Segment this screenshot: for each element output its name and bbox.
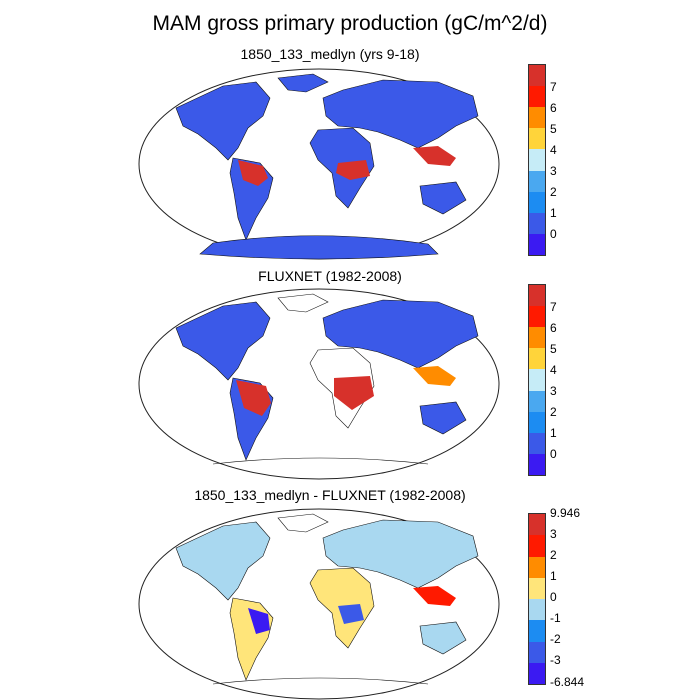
world-map-model — [138, 68, 500, 260]
colorbar-segment — [529, 212, 545, 234]
colorbar-segment — [529, 233, 545, 255]
colorbar-label: 7 — [550, 80, 557, 94]
colorbar-label: 0 — [550, 227, 557, 241]
colorbar-segment — [529, 348, 545, 370]
colorbar-segment — [529, 556, 545, 578]
landmass-group — [175, 73, 479, 260]
colorbar-label: -1 — [550, 611, 561, 625]
colorbar-segment — [529, 535, 545, 557]
colorbar-label: 9.946 — [550, 506, 581, 520]
colorbar-label: 3 — [550, 527, 557, 541]
colorbar-segment — [529, 285, 545, 307]
colorbar-segment — [529, 514, 545, 536]
colorbar-segment — [529, 390, 545, 412]
colorbar-label: -2 — [550, 632, 561, 646]
colorbar-label: 1 — [550, 569, 557, 583]
colorbar-label: 0 — [550, 447, 557, 461]
world-map-fluxnet — [138, 288, 500, 480]
colorbar-label: -3 — [550, 653, 561, 667]
colorbar-segment — [529, 65, 545, 87]
colorbar-label: 7 — [550, 300, 557, 314]
figure-title: MAM gross primary production (gC/m^2/d) — [152, 12, 548, 35]
colorbar-segment — [529, 369, 545, 391]
colorbar-segment — [529, 191, 545, 213]
colorbar-label: 3 — [550, 384, 557, 398]
colorbar-segment — [529, 86, 545, 108]
panel-title-difference: 1850_133_medlyn - FLUXNET (1982-2008) — [194, 487, 466, 503]
panel-title-fluxnet: FLUXNET (1982-2008) — [258, 268, 402, 284]
colorbar-label: 1 — [550, 206, 557, 220]
colorbar-fluxnet — [528, 284, 546, 476]
colorbar-segment — [529, 620, 545, 642]
panel-title-model: 1850_133_medlyn (yrs 9-18) — [240, 46, 420, 62]
colorbar-segment — [529, 641, 545, 663]
colorbar-model — [528, 64, 546, 256]
colorbar-segment — [529, 662, 545, 684]
colorbar-label: 2 — [550, 405, 557, 419]
landmass-group — [175, 513, 479, 685]
colorbar-segment — [529, 306, 545, 328]
colorbar-label: 5 — [550, 342, 557, 356]
colorbar-segment — [529, 128, 545, 150]
colorbar-label: -6.844 — [550, 675, 585, 689]
colorbar-segment — [529, 170, 545, 192]
colorbar-segment — [529, 453, 545, 475]
world-map-difference — [138, 508, 500, 700]
colorbar-difference — [528, 513, 546, 685]
colorbar-segment — [529, 411, 545, 433]
colorbar-label: 2 — [550, 185, 557, 199]
colorbar-segment — [529, 107, 545, 129]
landmass-group — [175, 293, 479, 465]
colorbar-label: 6 — [550, 321, 557, 335]
colorbar-segment — [529, 599, 545, 621]
colorbar-label: 6 — [550, 101, 557, 115]
colorbar-segment — [529, 577, 545, 599]
colorbar-label: 3 — [550, 164, 557, 178]
colorbar-segment — [529, 432, 545, 454]
colorbar-label: 1 — [550, 426, 557, 440]
colorbar-label: 5 — [550, 122, 557, 136]
colorbar-segment — [529, 149, 545, 171]
colorbar-label: 4 — [550, 143, 557, 157]
colorbar-segment — [529, 327, 545, 349]
colorbar-label: 4 — [550, 363, 557, 377]
colorbar-label: 0 — [550, 590, 557, 604]
colorbar-label: 2 — [550, 548, 557, 562]
